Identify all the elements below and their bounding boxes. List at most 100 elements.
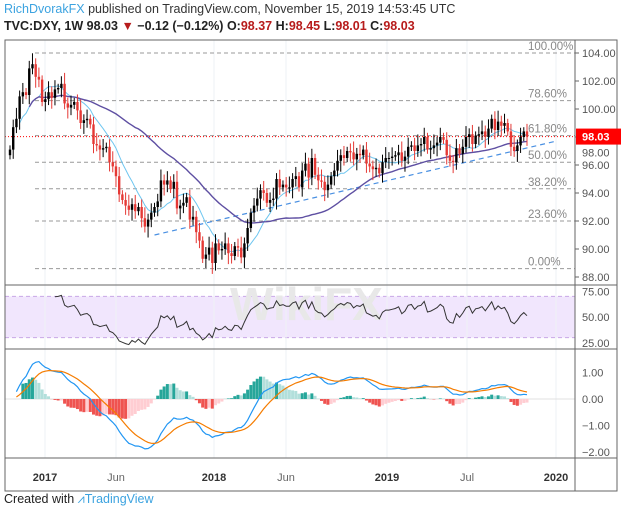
macd-histogram-bar [30,377,34,399]
candle-body [480,131,484,135]
created-with-text: Created with [4,492,75,506]
macd-histogram-bar [114,399,118,416]
macd-histogram-bar [185,391,189,399]
candle [336,149,339,177]
candle-body [188,197,192,220]
candle-body [503,123,506,126]
candle [217,239,220,255]
candle-body [201,240,204,259]
candle [236,238,240,257]
candle-body [419,144,423,146]
candle [240,236,243,264]
candle-body [278,179,281,188]
macd-histogram-bar [332,399,336,403]
macd-histogram-bar [136,399,140,412]
candle-body [371,166,375,170]
macd-histogram-bar [425,398,429,399]
candle-body [50,92,53,98]
last-price: 98.03 [86,19,118,33]
candle-body [413,145,416,151]
candle-body [252,205,256,213]
candle [358,144,362,163]
price-tick-label: 98.00 [582,148,610,160]
author-link[interactable]: RichDvorakFX [4,2,85,16]
candle [111,151,114,173]
candle [76,94,79,120]
candle [426,132,429,154]
macd-histogram-bar [117,399,121,418]
macd-histogram-bar [303,392,307,399]
candle [24,88,28,100]
candle [60,76,63,98]
candle-body [272,198,275,200]
macd-histogram-bar [120,399,124,419]
candle [400,141,403,167]
candle [47,81,50,106]
candle-body [506,123,509,132]
candle [220,241,224,260]
candle [464,126,468,153]
macd-histogram-bar [419,397,423,399]
macd-histogram-bar [230,398,234,399]
tradingview-link[interactable]: TradingView [84,492,154,506]
candle-body [310,158,314,178]
candle [503,113,506,134]
candle-body [63,83,66,104]
macd-histogram-bar [82,399,86,413]
macd-histogram-bar [27,379,31,399]
candle-body [124,200,127,206]
macd-histogram-bar [85,399,89,412]
candle [252,198,256,222]
candle [387,152,391,169]
candle [378,163,381,178]
candle-body [490,118,493,129]
candle [98,139,102,161]
candle [512,135,516,157]
macd-histogram-bar [522,399,526,403]
macd-histogram-bar [454,399,458,405]
macd-histogram-bar [281,385,285,399]
candle-body [368,163,371,167]
candle-body [301,170,304,188]
macd-histogram-bar [108,399,112,415]
candle [500,115,503,137]
macd-histogram-bar [262,376,266,399]
candle-body [204,254,208,259]
candle [403,150,407,172]
macd-histogram-bar [153,399,157,400]
candle-body [256,198,259,206]
candle-body [73,102,76,105]
candle-body [66,103,70,108]
candle-body [500,121,503,126]
candle [323,175,326,202]
candle-body [79,110,82,123]
candle [516,139,519,162]
candle [406,137,410,165]
candle-body [56,88,60,90]
candle [320,169,323,188]
candle [73,97,76,109]
macd-histogram-bar [69,399,73,408]
macd-histogram-bar [493,395,497,399]
candle [471,124,474,152]
candle-body [89,118,92,125]
macd-histogram-bar [242,393,246,399]
candle [146,213,150,238]
candle-body [101,148,105,150]
candle [317,167,320,190]
macd-histogram-bar [483,397,487,399]
macd-histogram-bar [220,399,224,402]
candle-body [153,207,156,213]
rsi-tick-label: 50.00 [582,312,610,324]
candle-body [390,156,394,158]
macd-histogram-bar [451,399,455,406]
macd-histogram-bar [509,399,513,402]
macd-histogram-bar [393,399,397,402]
candle [381,154,384,183]
price-tick-label: 100.00 [582,104,616,116]
candle [493,111,497,140]
candle-body [329,176,333,185]
price-tick-label: 102.00 [582,76,616,88]
candle-body [307,163,310,178]
